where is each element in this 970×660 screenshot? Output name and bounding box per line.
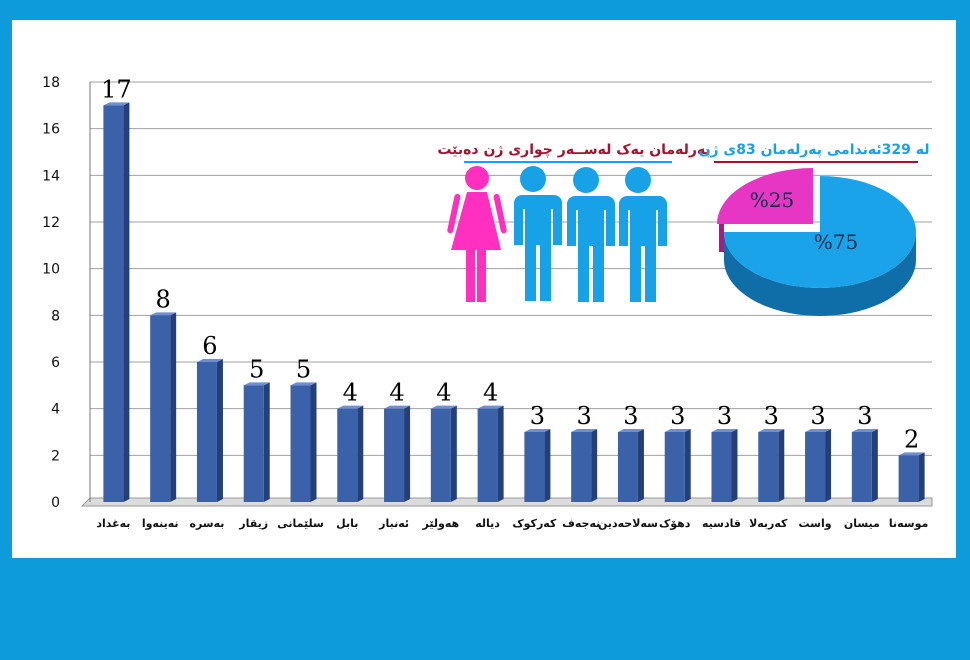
bar bbox=[664, 429, 691, 502]
y-tick-label: 16 bbox=[42, 122, 60, 138]
bar bbox=[430, 405, 457, 502]
y-tick-label: 12 bbox=[42, 215, 60, 231]
category-label: سەلاحەدین bbox=[598, 517, 658, 530]
bar-value-label: 4 bbox=[483, 379, 498, 407]
bar-chart: 0 2 4 6 8 10 12 14 16 18 17 8 6 5 5 4 4 4 4 3 3 3 3 3 3 3 3 2 بەغد… bbox=[42, 75, 933, 530]
category-label: ئەنبار bbox=[378, 517, 409, 530]
y-tick-label: 6 bbox=[51, 355, 60, 371]
y-tick-label: 8 bbox=[51, 308, 60, 324]
bar bbox=[243, 382, 270, 502]
category-label: دیالە bbox=[475, 517, 500, 530]
man-icon bbox=[617, 167, 667, 302]
bar bbox=[571, 429, 598, 502]
y-tick-label: 18 bbox=[42, 75, 60, 91]
bar bbox=[711, 429, 738, 502]
category-label: میسان bbox=[844, 517, 880, 530]
bar bbox=[337, 405, 364, 502]
pie-label-blue: %75 bbox=[814, 230, 858, 254]
bar bbox=[477, 405, 504, 502]
bar-value-label: 17 bbox=[101, 75, 132, 103]
bar-value-label: 4 bbox=[436, 379, 451, 407]
category-label: بەسرە bbox=[189, 517, 224, 530]
woman-icon bbox=[447, 166, 507, 302]
bar bbox=[898, 452, 925, 502]
chart-panel: 0 2 4 6 8 10 12 14 16 18 17 8 6 5 5 4 4 4 4 3 3 3 3 3 3 3 3 2 بەغد… bbox=[12, 20, 956, 558]
bar bbox=[758, 429, 785, 502]
bar bbox=[524, 429, 551, 502]
category-label: قادسیە bbox=[702, 517, 741, 530]
bar bbox=[103, 102, 130, 502]
man-icon bbox=[565, 167, 615, 302]
bar bbox=[290, 382, 317, 502]
y-tick-label: 0 bbox=[51, 495, 60, 511]
bar-value-label: 3 bbox=[764, 402, 779, 430]
category-label: واست bbox=[799, 517, 832, 530]
pie-label-pink: %25 bbox=[750, 188, 794, 212]
bar bbox=[617, 429, 644, 502]
bar-value-label: 3 bbox=[623, 402, 638, 430]
y-tick-label: 14 bbox=[42, 168, 60, 184]
category-label: زیقار bbox=[238, 517, 268, 530]
bar-value-label: 2 bbox=[904, 425, 919, 453]
y-tick-label: 4 bbox=[51, 402, 60, 418]
bar-value-label: 3 bbox=[670, 402, 685, 430]
bar-value-label: 6 bbox=[202, 332, 217, 360]
category-label: بابل bbox=[336, 517, 358, 530]
bar bbox=[851, 429, 878, 502]
bar-value-label: 3 bbox=[857, 402, 872, 430]
category-label: نەینەوا bbox=[142, 517, 179, 530]
pie-slice-blue bbox=[724, 176, 916, 288]
category-label: بەغداد bbox=[96, 517, 130, 530]
bar bbox=[805, 429, 832, 502]
category-label: موسەنا bbox=[889, 517, 928, 530]
category-label: سلێمانی bbox=[277, 517, 324, 530]
bar-value-label: 4 bbox=[389, 379, 404, 407]
bar-value-label: 5 bbox=[249, 355, 264, 383]
bar-value-label: 3 bbox=[530, 402, 545, 430]
bar bbox=[384, 405, 411, 502]
category-label: کەربەلا bbox=[749, 517, 788, 530]
pie-caption: لە 329ئەندامی پەرلەمان 83ی ژن bbox=[699, 142, 930, 158]
bar bbox=[150, 312, 177, 502]
y-tick-label: 2 bbox=[51, 448, 60, 464]
man-icon bbox=[512, 166, 562, 301]
category-label: نەجەف bbox=[562, 517, 600, 530]
gender-caption: پەرلەمان یەک لەســەر چواری ژن دەبێت bbox=[437, 142, 710, 158]
bar-value-label: 3 bbox=[717, 402, 732, 430]
bar-value-label: 3 bbox=[810, 402, 825, 430]
bar-value-label: 5 bbox=[296, 355, 311, 383]
bar bbox=[196, 359, 223, 502]
category-label: کەرکوک bbox=[512, 517, 557, 530]
category-label: هەولێر bbox=[422, 517, 460, 530]
bar-value-label: 8 bbox=[156, 285, 171, 313]
gender-infographic: پەرلەمان یەک لەســەر چواری ژن دەبێت لە 3… bbox=[437, 142, 930, 316]
bar-value-label: 3 bbox=[577, 402, 592, 430]
bar-value-label: 4 bbox=[343, 379, 358, 407]
pie-slice-pink bbox=[717, 168, 813, 224]
pie-chart: %25 %75 bbox=[717, 168, 916, 316]
y-tick-label: 10 bbox=[42, 262, 60, 278]
category-label: دهۆک bbox=[659, 517, 691, 530]
